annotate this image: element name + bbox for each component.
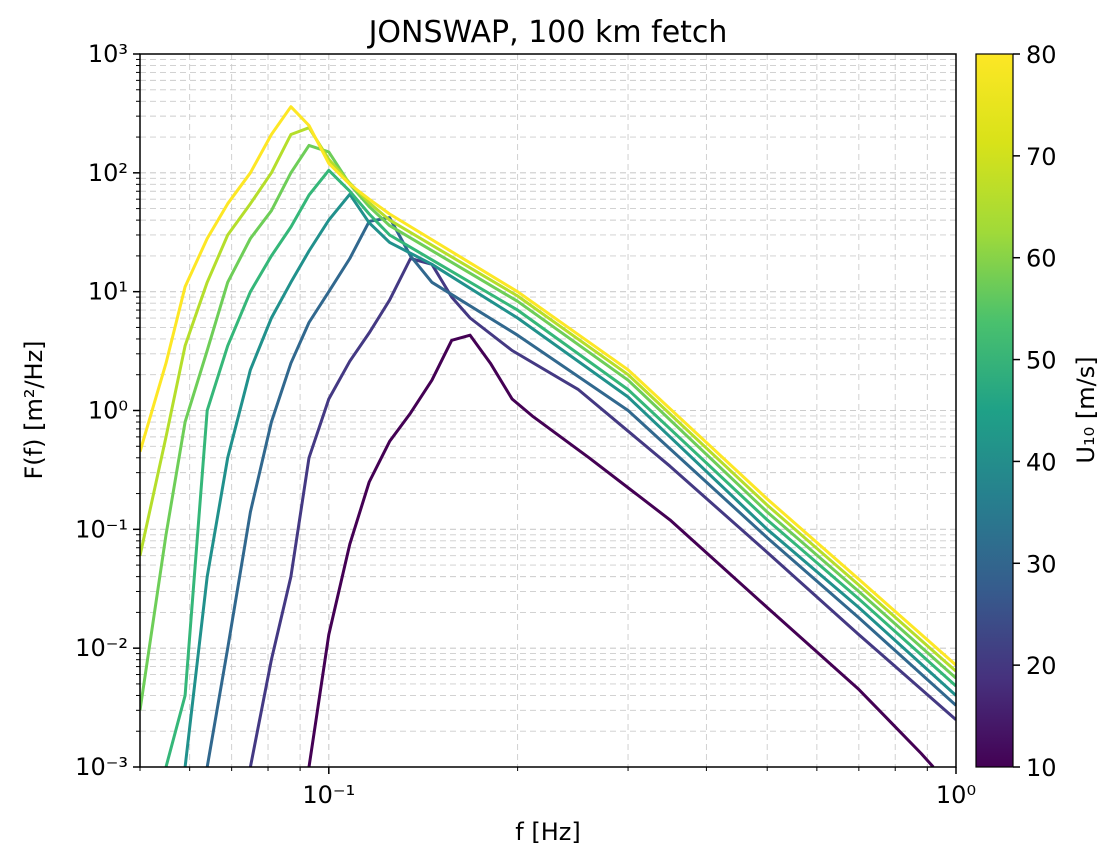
axis-layer: 10⁻³ 10⁻² 10⁻¹ 10⁰ 10¹ 10² 10³ 10⁻¹ 10⁰ <box>75 40 976 809</box>
y-tick-label: 10³ <box>88 40 128 68</box>
colorbar-tick-label: 50 <box>1026 347 1057 375</box>
y-axis-label: F(f) [m²/Hz] <box>20 340 48 479</box>
series-line-30 <box>205 216 956 767</box>
y-tick-label: 10⁻¹ <box>75 515 128 543</box>
series-line-20 <box>248 257 956 767</box>
colorbar-label: U₁₀ [m/s] <box>1072 356 1100 463</box>
colorbar-tick-label: 30 <box>1026 550 1057 578</box>
y-tick-label: 10⁻² <box>75 634 128 662</box>
series-line-80 <box>140 105 956 667</box>
colorbar-tick-label: 20 <box>1026 652 1057 680</box>
chart-title: JONSWAP, 100 km fetch <box>367 15 728 50</box>
series-line-70 <box>140 126 956 673</box>
grid-layer <box>140 54 956 768</box>
series-line-40 <box>183 192 956 767</box>
x-axis-label: f [Hz] <box>515 818 580 846</box>
colorbar-tick-label: 80 <box>1026 41 1057 69</box>
x-tick-label: 10⁰ <box>936 781 976 809</box>
series-layer <box>140 105 956 767</box>
x-tick-label: 10⁻¹ <box>302 781 355 809</box>
series-line-50 <box>164 168 956 767</box>
colorbar-tick-label: 60 <box>1026 245 1057 273</box>
colorbar-tick-label: 70 <box>1026 143 1057 171</box>
colorbar-ticks: 10 20 30 40 50 60 70 80 <box>1013 41 1057 782</box>
y-tick-label: 10¹ <box>88 278 128 306</box>
series-line-60 <box>140 143 956 711</box>
y-tick-label: 10⁻³ <box>75 753 128 781</box>
colorbar-tick-label: 10 <box>1026 754 1057 782</box>
colorbar <box>975 53 1014 768</box>
series-line-10 <box>307 333 935 767</box>
colorbar-tick-label: 40 <box>1026 448 1057 476</box>
y-tick-label: 10⁰ <box>88 397 128 425</box>
y-tick-label: 10² <box>88 159 128 187</box>
